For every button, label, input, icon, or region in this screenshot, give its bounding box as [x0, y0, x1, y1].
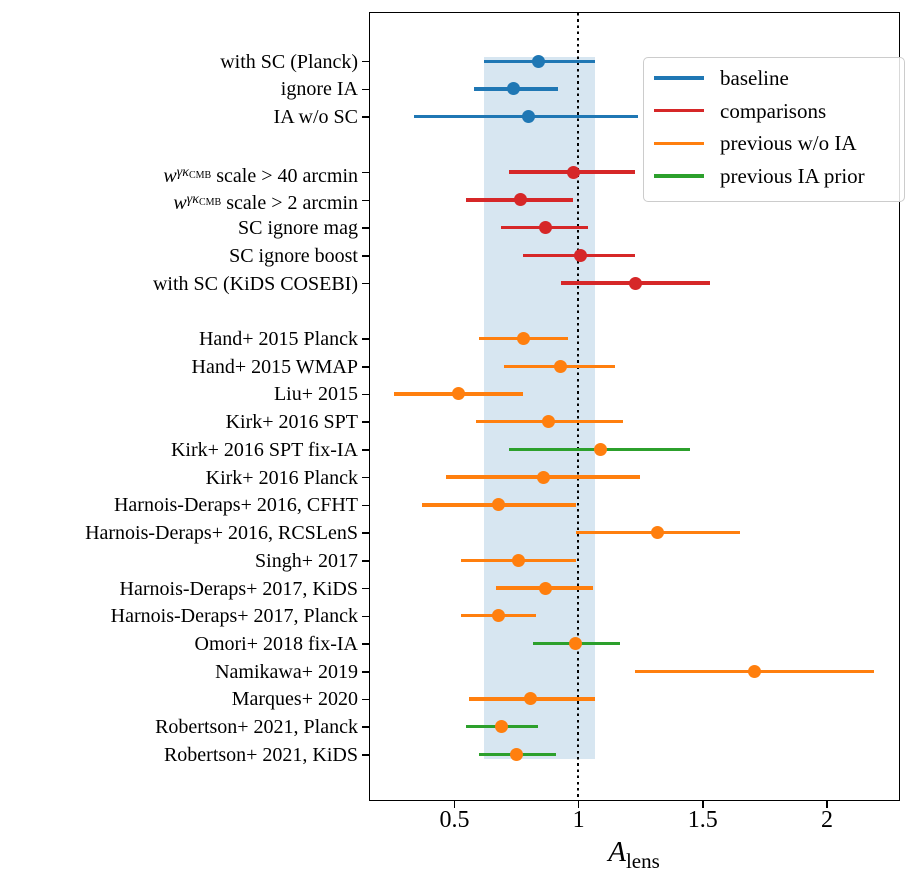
data-point-marker: [539, 581, 553, 595]
y-axis-label: Singh+ 2017: [255, 549, 358, 572]
y-axis-tick: [362, 338, 370, 340]
y-axis-tick: [362, 282, 370, 285]
y-axis-tick: [362, 587, 370, 590]
data-point-marker: [516, 332, 530, 345]
data-point-marker: [507, 82, 521, 96]
data-point-marker: [494, 720, 508, 734]
y-axis-tick: [362, 116, 370, 118]
y-axis-tick: [362, 504, 370, 507]
y-axis-label: IA w/o SC: [273, 106, 358, 129]
y-axis-label: Robertson+ 2021, KiDS: [163, 743, 358, 766]
y-axis-label: SC ignore mag: [238, 217, 358, 240]
y-axis-tick: [362, 365, 370, 368]
data-point-marker: [492, 498, 506, 512]
data-point-marker: [539, 221, 553, 235]
legend-line-red: [654, 109, 704, 113]
data-point-marker: [651, 526, 665, 540]
x-axis-tick: [701, 800, 704, 808]
data-point-marker: [536, 470, 550, 484]
x-axis-label: Alens: [608, 836, 660, 874]
x-axis-label-symbol: A: [608, 836, 626, 868]
reference-line-alens-1: [577, 12, 580, 800]
y-axis-tick: [362, 670, 370, 673]
y-axis-label: with SC (KiDS COSEBI): [152, 272, 358, 295]
y-axis-label: Kirk+ 2016 SPT fix-IA: [170, 438, 358, 461]
y-axis-label: wγκCMB scale > 40 arcmin: [163, 164, 358, 187]
data-point-marker: [541, 415, 555, 429]
y-axis-label: Omori+ 2018 fix-IA: [194, 633, 358, 656]
x-axis-tick-label: 1.5: [687, 807, 718, 833]
y-axis-tick: [362, 615, 370, 618]
data-point-marker: [554, 359, 568, 373]
y-axis-label: Marques+ 2020: [231, 688, 358, 711]
data-point-marker: [514, 193, 528, 207]
data-point-marker: [566, 165, 580, 179]
legend-line-orange: [654, 141, 704, 146]
y-axis-label: Liu+ 2015: [273, 383, 358, 406]
y-axis-label: ignore IA: [280, 78, 358, 101]
x-axis-tick: [453, 800, 456, 808]
y-axis-tick: [362, 60, 370, 63]
y-axis-tick: [362, 560, 370, 562]
y-axis-label: Hand+ 2015 Planck: [198, 328, 358, 350]
y-axis-tick: [362, 421, 370, 423]
data-point-marker: [747, 664, 761, 678]
data-point-marker: [452, 387, 466, 401]
y-axis-tick: [362, 476, 370, 479]
y-axis-label: Harnois-Deraps+ 2017, Planck: [110, 605, 358, 628]
data-point-marker: [524, 692, 538, 706]
y-axis-label: wγκCMB scale > 2 arcmin: [173, 192, 358, 215]
y-axis-tick: [362, 171, 370, 174]
legend-label: previous IA prior: [720, 164, 865, 189]
y-axis-label: Kirk+ 2016 SPT: [225, 411, 358, 434]
y-axis-tick: [362, 88, 370, 91]
legend-label: comparisons: [720, 98, 827, 123]
y-axis-tick: [362, 449, 370, 451]
data-point-marker: [509, 747, 523, 761]
legend: baseline comparisons previous w/o IA previo…: [643, 57, 905, 202]
legend-label: previous w/o IA: [720, 131, 857, 156]
y-axis-tick: [362, 754, 370, 756]
data-point-marker: [521, 110, 535, 124]
x-axis-tick: [577, 800, 580, 808]
y-axis-tick: [362, 698, 370, 701]
data-point-marker: [569, 637, 583, 651]
y-axis-label: SC ignore boost: [229, 244, 358, 267]
y-axis-tick: [362, 726, 370, 728]
x-axis-tick-label: 2: [820, 807, 833, 833]
x-axis-label-subscript: lens: [625, 849, 660, 873]
y-axis-tick: [362, 532, 370, 534]
y-axis-label: Namikawa+ 2019: [215, 660, 358, 683]
x-axis-tick-label: 1: [572, 807, 585, 833]
data-point-marker: [574, 248, 588, 262]
plot-area: [368, 11, 900, 801]
y-axis-tick: [362, 393, 370, 396]
y-axis-label: with SC (Planck): [220, 50, 358, 73]
data-point-marker: [531, 54, 545, 68]
y-axis-tick: [362, 227, 370, 229]
y-axis-tick: [362, 643, 370, 645]
y-axis-label: Hand+ 2015 WMAP: [191, 355, 358, 378]
x-axis-tick-label: 0.5: [439, 807, 470, 833]
legend-label: baseline: [720, 66, 789, 90]
y-axis-label: Harnois-Deraps+ 2017, KiDS: [119, 577, 358, 600]
data-point-marker: [628, 276, 642, 290]
y-axis-tick: [362, 199, 370, 202]
y-axis-tick: [362, 255, 370, 257]
data-point-marker: [492, 609, 506, 623]
legend-line-green: [654, 174, 704, 178]
legend-line-blue: [654, 76, 704, 80]
y-axis-label: Harnois-Deraps+ 2016, CFHT: [113, 494, 358, 517]
data-point-marker: [512, 553, 525, 567]
x-axis-tick: [826, 800, 828, 808]
y-axis-label: Robertson+ 2021, Planck: [155, 716, 358, 739]
y-axis-label: Harnois-Deraps+ 2016, RCSLenS: [85, 522, 358, 545]
y-axis-label: Kirk+ 2016 Planck: [205, 466, 358, 489]
data-point-marker: [593, 442, 607, 456]
